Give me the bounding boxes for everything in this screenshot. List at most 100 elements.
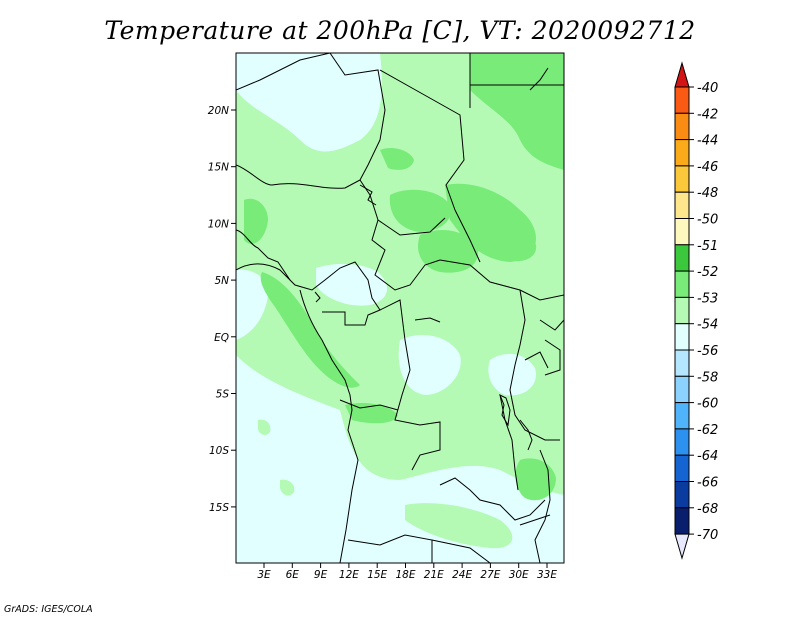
lake-outline xyxy=(499,393,511,427)
colorbar-label: -58 xyxy=(697,370,718,385)
colorbar-label: -70 xyxy=(697,528,718,543)
temperature-field xyxy=(236,53,564,563)
lat-tick-label: EQ xyxy=(214,332,229,344)
lon-tick-label: 15E xyxy=(367,569,387,581)
colorbar-label: -48 xyxy=(697,186,718,201)
lat-tick-label: 5N xyxy=(214,275,229,287)
border-line xyxy=(359,179,441,291)
field-region-54-central xyxy=(316,263,388,306)
field-region-54-south xyxy=(236,355,564,563)
colorbar-segment xyxy=(674,244,690,272)
border-line xyxy=(529,67,549,91)
lon-tick-label: 33E xyxy=(537,569,557,581)
colorbar-segment xyxy=(674,507,690,535)
border-line xyxy=(299,289,359,563)
latitude-axis: 20N 15N 10N 5N EQ 5S 10S 15S xyxy=(208,105,236,514)
colorbar-bottom-arrow xyxy=(674,533,690,560)
border-line xyxy=(347,534,433,563)
border-line xyxy=(534,449,551,563)
longitude-axis: 3E 6E 9E 12E 15E 18E 21E 24E 27E 30E 33E xyxy=(257,563,557,581)
border-line xyxy=(524,351,549,369)
colorbar-segment xyxy=(674,375,690,404)
border-line xyxy=(236,164,361,189)
lat-tick-label: 10N xyxy=(208,218,229,230)
colorbar-label: -52 xyxy=(697,265,718,280)
border-line xyxy=(499,394,519,491)
colorbar-segment xyxy=(674,454,690,483)
border-line xyxy=(509,289,560,441)
border-line xyxy=(379,69,465,211)
border-line xyxy=(236,229,291,281)
lon-tick-label: 24E xyxy=(452,569,472,581)
field-region-54-lakes xyxy=(488,353,536,396)
border-line xyxy=(439,259,564,301)
border-line xyxy=(329,53,386,181)
colorbar: -40 -42 -44 -46 -48 -50 -51 -52 -53 -54 -56 -58 -60 -… xyxy=(674,61,718,560)
map-title: Temperature at 200hPa [C], VT: 202009271… xyxy=(104,16,696,45)
borders xyxy=(236,53,564,563)
colorbar-label: -66 xyxy=(697,476,718,491)
border-line xyxy=(519,514,551,526)
colorbar-segment xyxy=(674,270,690,298)
field-region-54-gulf xyxy=(236,269,269,340)
colorbar-label: -68 xyxy=(697,502,718,517)
lon-tick-label: 27E xyxy=(480,569,500,581)
colorbar-segment xyxy=(674,139,690,167)
lat-tick-label: 5S xyxy=(216,389,230,401)
border-line xyxy=(236,261,381,311)
border-line xyxy=(377,217,446,236)
lon-tick-label: 6E xyxy=(286,569,300,581)
field-region-54-congo xyxy=(398,335,461,395)
colorbar-label: -56 xyxy=(697,344,718,359)
credit-text: GrADS: IGES/COLA xyxy=(4,604,93,615)
border-line xyxy=(439,477,546,521)
colorbar-label: -64 xyxy=(697,449,718,464)
colorbar-label: -53 xyxy=(697,291,718,306)
border-line xyxy=(236,53,331,91)
colorbar-segment xyxy=(674,323,690,351)
colorbar-segment xyxy=(674,481,690,509)
colorbar-segment xyxy=(674,86,690,114)
colorbar-label: -50 xyxy=(697,213,718,228)
colorbar-segment xyxy=(674,296,690,325)
field-region-52-sahel xyxy=(380,148,414,170)
colorbar-label: -42 xyxy=(697,107,718,122)
colorbar-segment xyxy=(674,112,690,141)
border-line xyxy=(539,319,564,331)
colorbar-segment xyxy=(674,165,690,193)
field-region-53-south-a xyxy=(405,503,513,549)
lake-outline xyxy=(314,291,321,303)
lon-tick-label: 9E xyxy=(314,569,328,581)
colorbar-label: -62 xyxy=(697,423,718,438)
border-line xyxy=(322,299,441,471)
colorbar-segment xyxy=(674,349,690,377)
colorbar-segment xyxy=(674,402,690,430)
border-line xyxy=(359,184,377,206)
field-region-54-northwest xyxy=(236,53,382,152)
field-region-54-north-patch xyxy=(236,53,330,65)
lat-tick-label: 10S xyxy=(209,445,229,457)
lon-tick-label: 3E xyxy=(257,569,271,581)
field-region-53-south-d xyxy=(258,419,271,435)
lon-tick-label: 21E xyxy=(424,569,444,581)
colorbar-label: -60 xyxy=(697,397,718,412)
lat-tick-label: 15S xyxy=(209,502,229,514)
colorbar-segment xyxy=(674,428,690,456)
lake-outline xyxy=(414,317,441,323)
lat-tick-label: 15N xyxy=(208,162,229,174)
colorbar-segment xyxy=(674,191,690,219)
field-region-52-chad xyxy=(389,189,451,232)
map-frame xyxy=(235,52,565,564)
lon-tick-label: 12E xyxy=(339,569,359,581)
lake-outline xyxy=(519,419,533,451)
field-region-52-angola xyxy=(345,403,398,424)
field-region-53-south-c xyxy=(280,479,295,496)
colorbar-label: -40 xyxy=(697,81,718,96)
lon-tick-label: 18E xyxy=(396,569,416,581)
field-region-52-coast xyxy=(260,272,360,388)
field-region-52-northeast xyxy=(470,53,564,170)
lon-tick-label: 30E xyxy=(509,569,529,581)
field-region-52-east-patch xyxy=(497,231,537,262)
colorbar-top-arrow xyxy=(674,61,690,88)
